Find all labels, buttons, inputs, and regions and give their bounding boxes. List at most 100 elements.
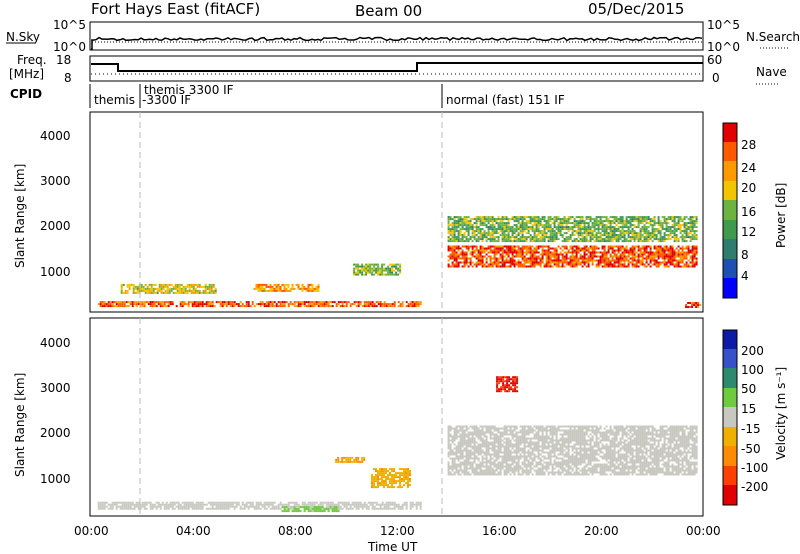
power-data-cell-5 [585, 232, 588, 235]
vel-data-cell-4 [475, 431, 478, 434]
power-data-cell-5 [541, 232, 544, 235]
vel-data-cell-1 [309, 508, 312, 511]
power-data-cell-5 [577, 220, 580, 223]
power-data-cell-5 [689, 216, 692, 219]
vel-data-cell-4 [475, 467, 478, 470]
power-data-cell-0 [231, 301, 234, 304]
vel-data-cell-4 [447, 461, 450, 464]
power-data-cell-3 [375, 263, 378, 266]
power-data-cell-5 [555, 218, 558, 221]
power-data-cell-4 [595, 259, 598, 262]
power-data-cell-5 [541, 224, 544, 227]
vel-data-cell-4 [453, 453, 456, 456]
power-data-cell-4 [621, 265, 624, 268]
vel-data-cell-0 [259, 503, 262, 506]
vel-data-cell-0 [341, 507, 344, 510]
power-data-cell-5 [557, 218, 560, 221]
power-data-cell-4 [561, 245, 564, 248]
vel-data-cell-3 [405, 478, 407, 481]
power-data-cell-5 [689, 218, 692, 221]
power-data-cell-1 [122, 291, 125, 294]
vel-data-cell-4 [463, 459, 466, 462]
power-data-cell-4 [655, 255, 658, 258]
vel-data-cell-4 [467, 467, 470, 470]
power-data-cell-1 [154, 283, 157, 286]
vel-data-cell-4 [461, 471, 464, 474]
power-data-cell-0 [315, 303, 318, 306]
vel-data-cell-4 [551, 441, 554, 444]
power-data-cell-1 [198, 283, 201, 286]
power-data-cell-1 [178, 287, 181, 290]
vel-data-cell-0 [209, 507, 212, 510]
vel-data-cell-4 [513, 435, 516, 438]
vel-data-cell-4 [501, 461, 504, 464]
vel-data-cell-0 [189, 501, 192, 504]
vel-data-cell-0 [293, 503, 296, 506]
power-data-cell-4 [611, 263, 614, 266]
power-data-cell-2 [297, 283, 300, 286]
power-data-cell-5 [633, 218, 636, 221]
vel-data-cell-4 [521, 471, 524, 474]
power-data-cell-4 [691, 257, 694, 260]
power-data-cell-5 [649, 224, 652, 227]
power-data-cell-4 [645, 261, 648, 264]
vel-data-cell-4 [497, 449, 500, 452]
vel-data-cell-3 [399, 478, 401, 481]
power-data-cell-4 [521, 257, 524, 260]
power-data-cell-5 [683, 232, 686, 235]
vel-data-cell-4 [495, 473, 498, 476]
power-data-cell-4 [505, 261, 508, 264]
power-data-cell-0 [115, 305, 118, 308]
power-data-cell-4 [487, 247, 490, 250]
power-data-cell-5 [545, 222, 548, 225]
power-data-cell-0 [363, 305, 366, 308]
vel-data-cell-0 [399, 505, 402, 508]
vel-data-cell-0 [127, 505, 130, 508]
power-data-cell-2 [295, 283, 298, 286]
power-data-cell-1 [170, 283, 173, 286]
power-data-cell-4 [603, 249, 606, 252]
vel-data-cell-4 [551, 471, 554, 474]
power-data-cell-5 [621, 218, 624, 221]
vel-data-cell-4 [447, 443, 450, 446]
vel-data-cell-4 [483, 469, 486, 472]
power-data-cell-4 [453, 255, 456, 258]
vel-data-cell-4 [501, 455, 504, 458]
vel-data-cell-4 [523, 441, 526, 444]
power-data-cell-0 [331, 301, 334, 304]
power-data-cell-0 [363, 303, 366, 306]
power-data-cell-5 [637, 238, 640, 241]
vel-data-cell-3 [375, 470, 377, 473]
power-data-cell-3 [361, 269, 364, 272]
vel-data-cell-4 [485, 443, 488, 446]
power-data-cell-2 [257, 283, 260, 286]
power-data-cell-3 [361, 273, 364, 276]
power-data-cell-5 [529, 218, 532, 221]
power-data-cell-5 [563, 240, 566, 243]
power-data-cell-5 [491, 222, 494, 225]
vel-data-cell-4 [543, 437, 546, 440]
vel-data-cell-4 [471, 427, 474, 430]
power-data-cell-4 [463, 245, 466, 248]
vel-data-cell-4 [517, 445, 520, 448]
power-data-cell-2 [291, 283, 294, 286]
vel-data-cell-1 [285, 510, 288, 513]
power-data-cell-0 [313, 305, 316, 308]
power-data-cell-5 [641, 220, 644, 223]
power-data-cell-5 [653, 236, 656, 239]
vel-data-cell-0 [325, 503, 328, 506]
vel-data-cell-4 [457, 441, 460, 444]
vel-data-cell-0 [359, 501, 362, 504]
power-data-cell-5 [689, 222, 692, 225]
power-data-cell-4 [635, 259, 638, 262]
power-data-cell-2 [301, 289, 304, 292]
power-data-cell-2 [289, 287, 292, 290]
vel-data-cell-4 [467, 427, 470, 430]
vel-data-cell-3 [383, 474, 385, 477]
vel-data-cell-4 [489, 427, 492, 430]
power-data-cell-5 [519, 222, 522, 225]
power-data-cell-5 [615, 228, 618, 231]
vel-data-cell-4 [531, 441, 534, 444]
power-data-cell-5 [625, 230, 628, 233]
vel-data-cell-0 [223, 507, 226, 510]
